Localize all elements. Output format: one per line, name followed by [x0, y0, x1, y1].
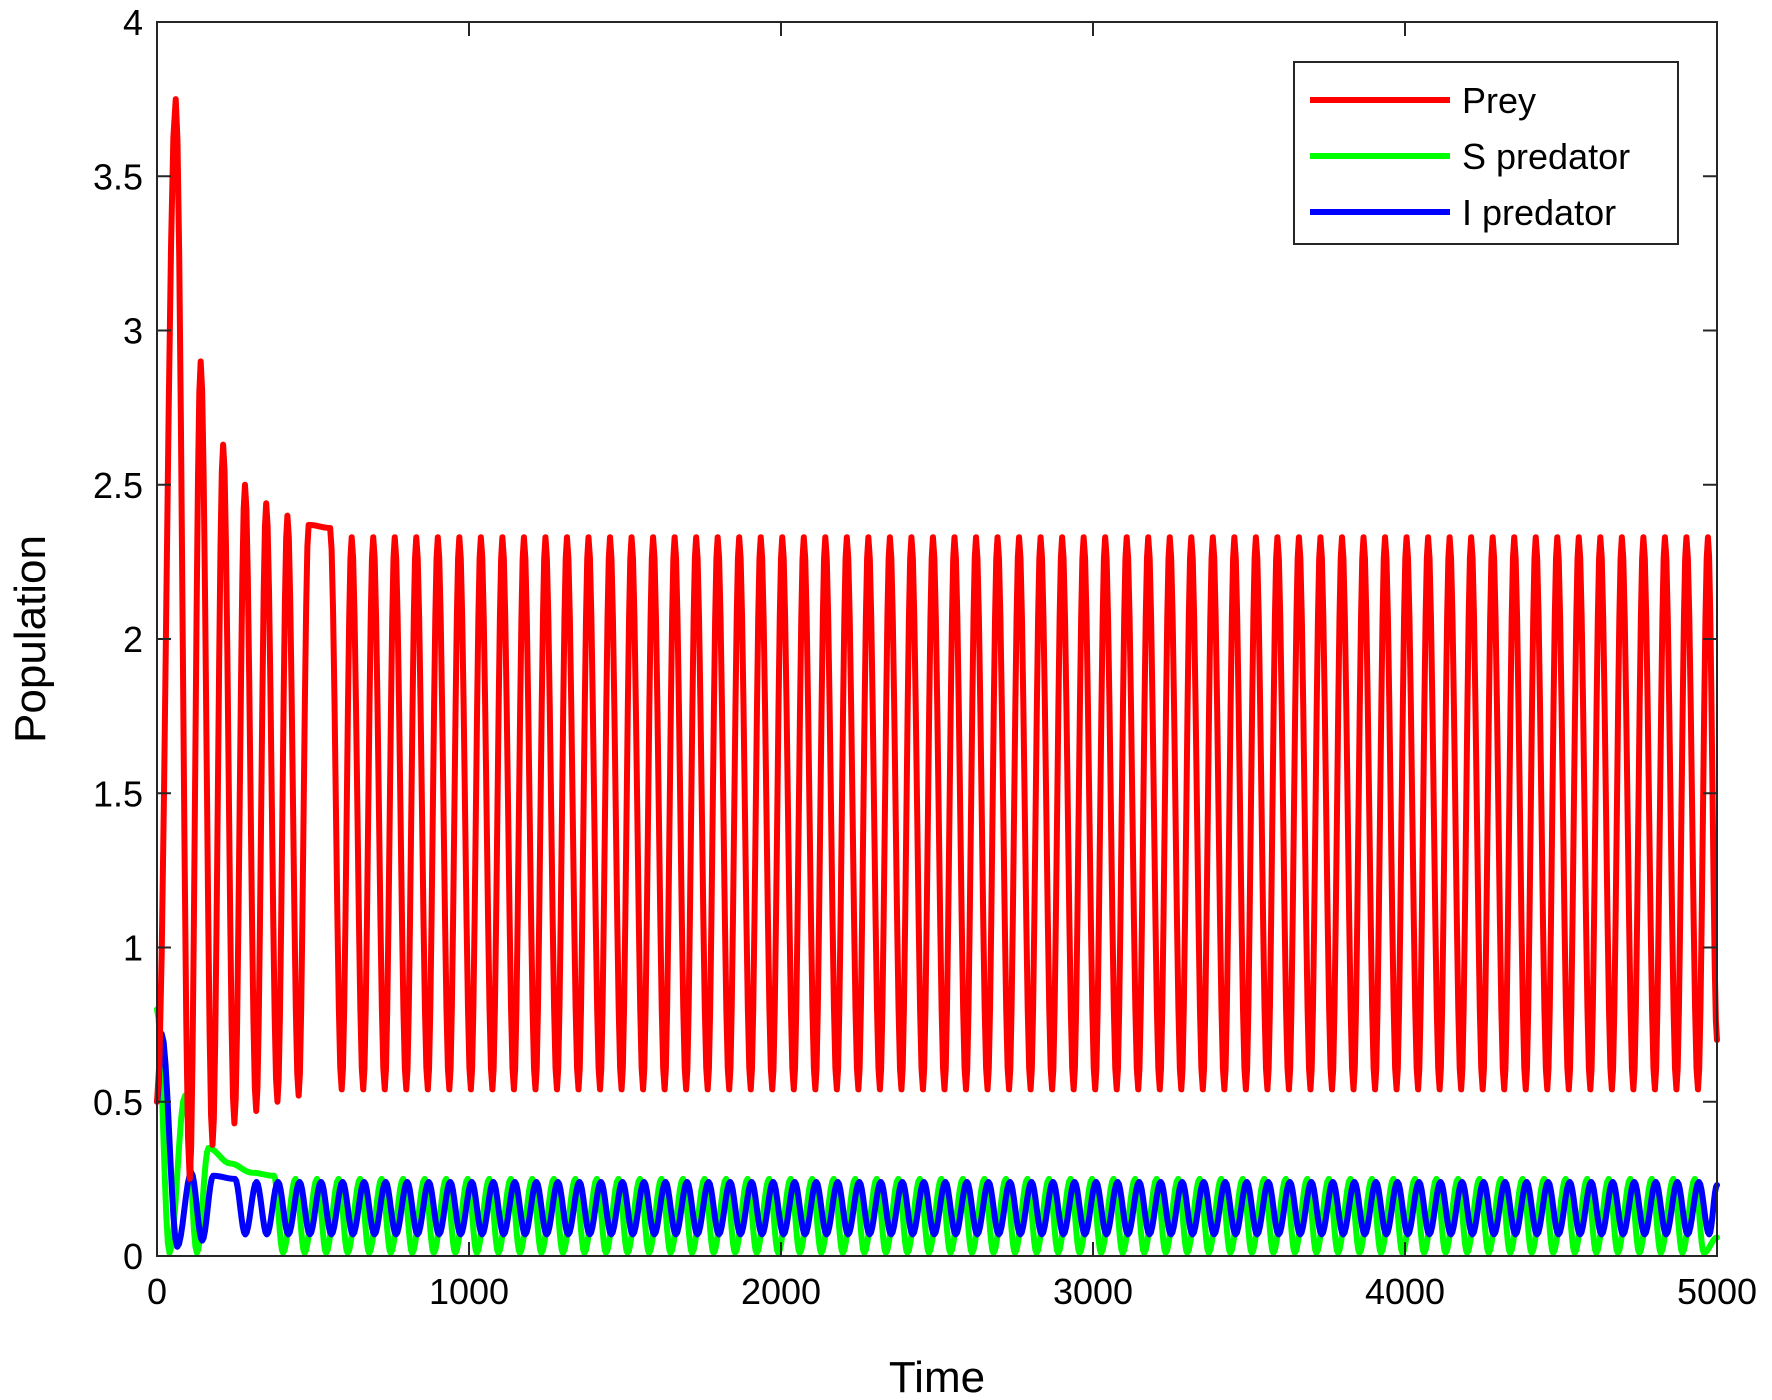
x-tick-label: 1000 — [429, 1271, 509, 1312]
x-tick-label: 5000 — [1677, 1271, 1757, 1312]
y-tick-label: 3 — [123, 311, 143, 352]
y-tick-label: 0.5 — [93, 1082, 143, 1123]
y-tick-label: 1.5 — [93, 773, 143, 814]
legend-label-prey: Prey — [1462, 80, 1536, 121]
x-tick-label: 2000 — [741, 1271, 821, 1312]
y-tick-label: 3.5 — [93, 156, 143, 197]
x-axis-label: Time — [889, 1353, 985, 1400]
y-tick-label: 2 — [123, 619, 143, 660]
ticks-layer: 0 1000 2000 3000 4000 5000 0 0.5 1 1.5 2 2.5 3 3.5 4 — [93, 2, 1757, 1312]
y-tick-label: 4 — [123, 2, 143, 43]
x-tick-label: 3000 — [1053, 1271, 1133, 1312]
series-layer — [154, 96, 1720, 1256]
legend: Prey S predator I predator — [1293, 61, 1679, 245]
legend-entries: Prey S predator I predator — [1310, 80, 1630, 233]
series-line-s-predator — [154, 1006, 1720, 1256]
y-tick-label: 1 — [123, 928, 143, 969]
x-tick-label: 0 — [147, 1271, 167, 1312]
series-line-prey — [154, 96, 1720, 1182]
legend-label-i-predator: I predator — [1462, 192, 1616, 233]
y-tick-label: 2.5 — [93, 465, 143, 506]
legend-label-s-predator: S predator — [1462, 136, 1630, 177]
y-tick-label: 0 — [123, 1236, 143, 1277]
series-line-i-predator — [154, 1030, 1720, 1250]
x-tick-label: 4000 — [1365, 1271, 1445, 1312]
y-axis-label: Population — [6, 535, 55, 743]
